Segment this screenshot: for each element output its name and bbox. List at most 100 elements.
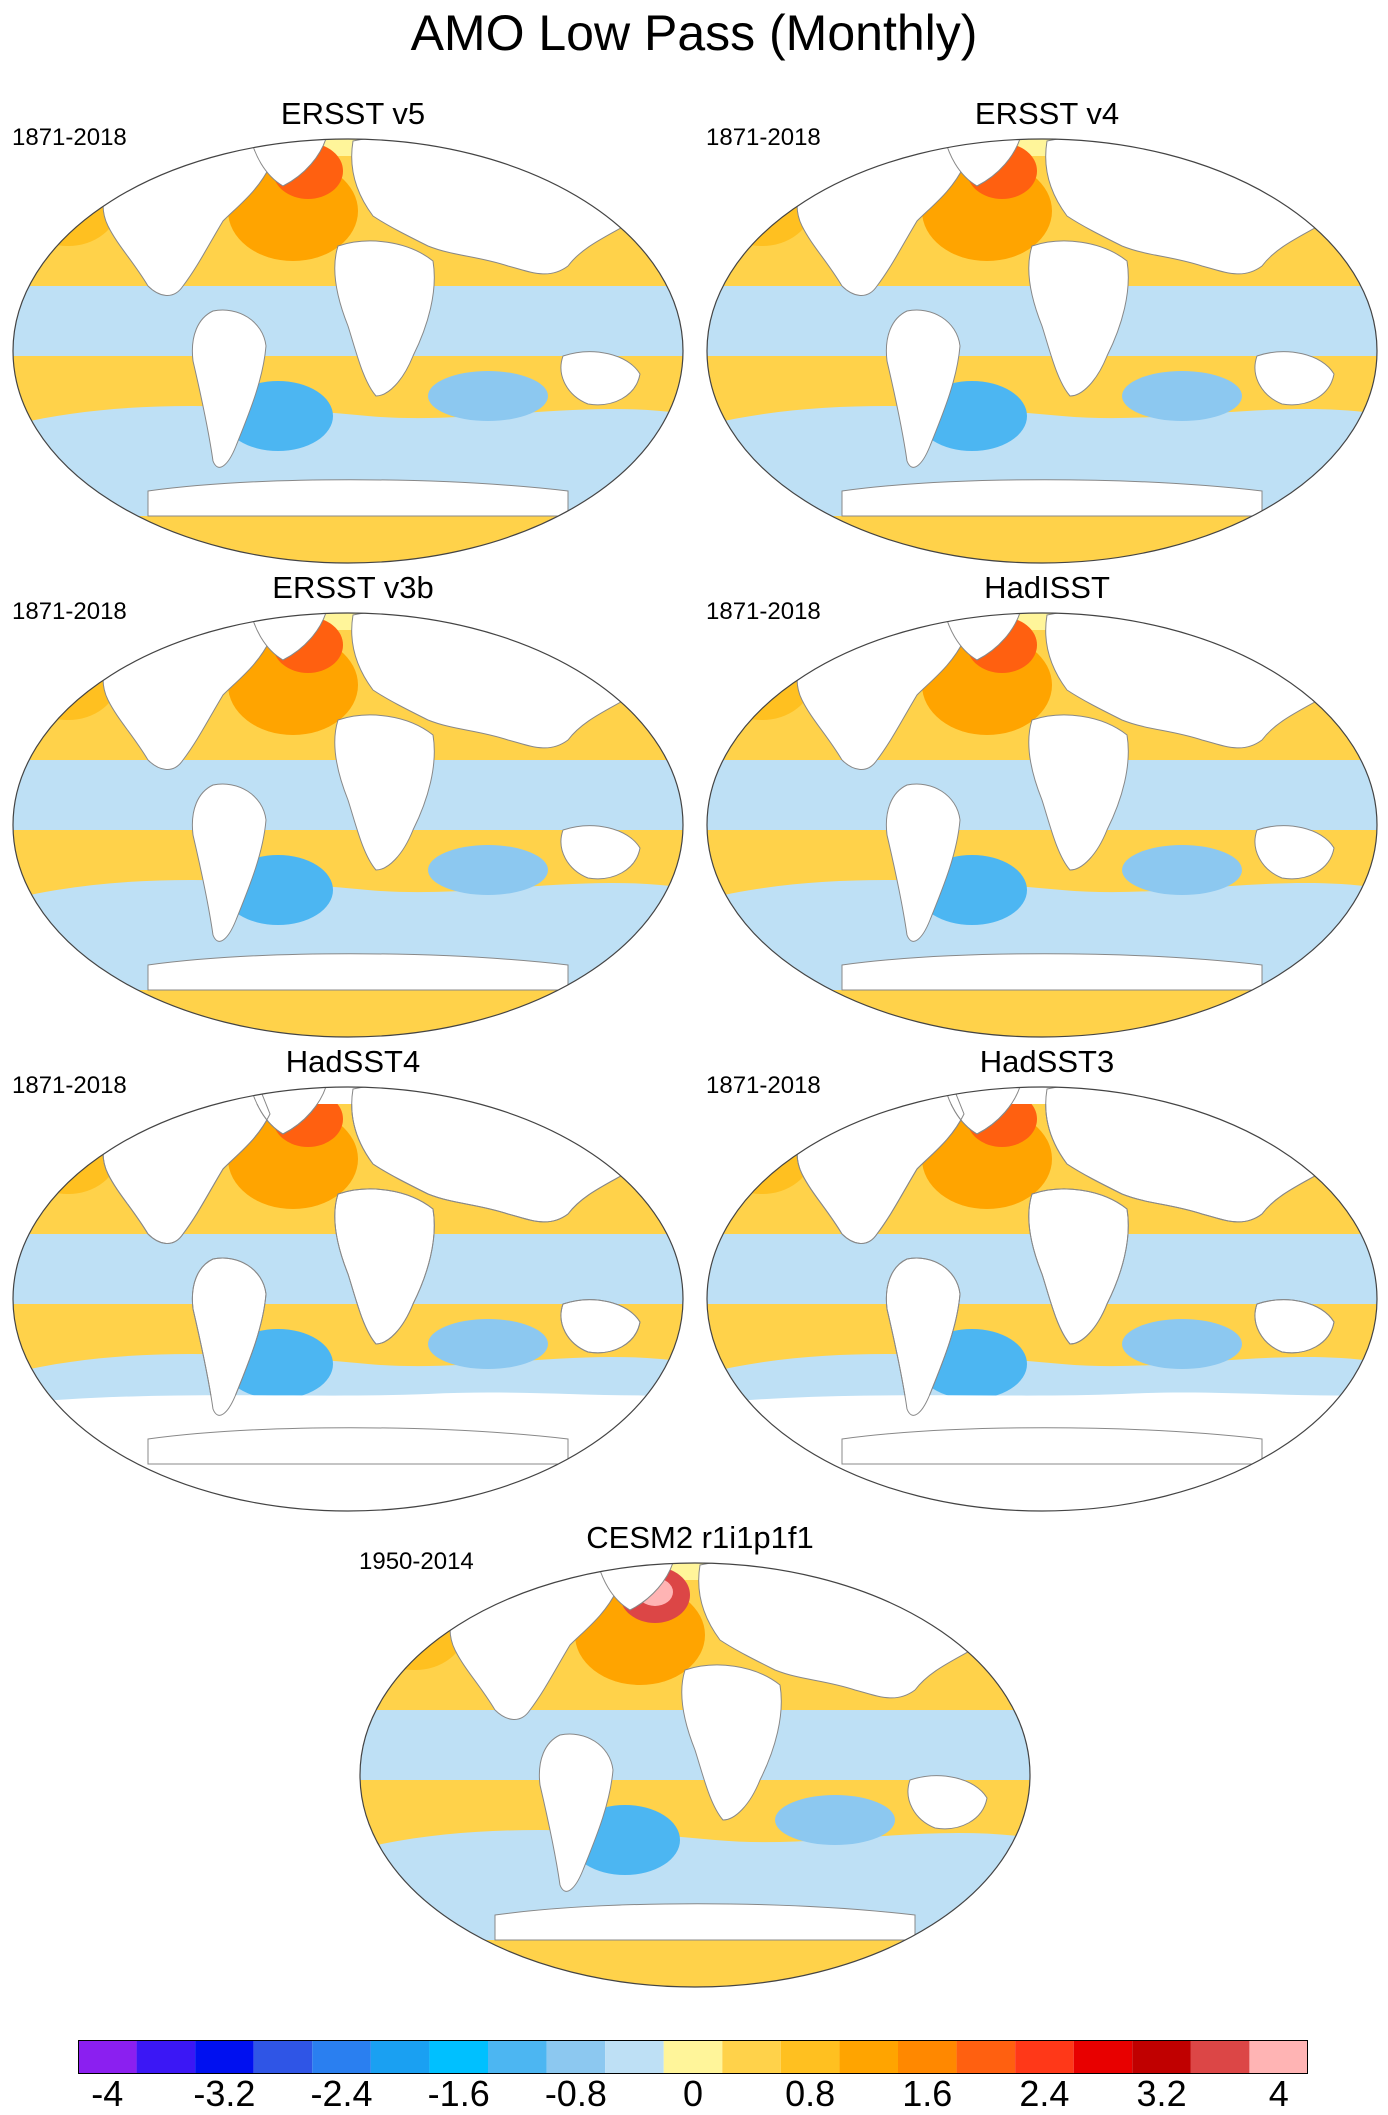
continent-2 bbox=[191, 309, 267, 468]
map-canvas bbox=[12, 612, 684, 1038]
panel-title: CESM2 r1i1p1f1 bbox=[586, 1520, 814, 1555]
continent-2 bbox=[885, 309, 961, 468]
continent-5 bbox=[560, 825, 641, 880]
map-canvas bbox=[359, 1562, 1031, 1988]
panel-period: 1871-2018 bbox=[12, 598, 127, 625]
coast-outline-5 bbox=[560, 1299, 641, 1354]
coast-outline-2 bbox=[885, 1257, 961, 1416]
colorbar-swatch bbox=[780, 2040, 840, 2074]
colorbar-label: 3.2 bbox=[1136, 2073, 1187, 2114]
globe-outline bbox=[706, 612, 1378, 1038]
missing-data-south bbox=[13, 1392, 683, 1511]
west-pacific-warm bbox=[945, 1610, 1030, 1710]
coast-outline-4 bbox=[334, 1188, 435, 1345]
globe-outline bbox=[12, 138, 684, 564]
colorbar-swatch bbox=[898, 2040, 957, 2074]
coast-outline-6 bbox=[841, 1427, 1263, 1465]
continent-6 bbox=[147, 953, 569, 991]
continent-4 bbox=[334, 240, 435, 397]
missing-data-south bbox=[707, 1392, 1377, 1511]
colorbar-label: 0 bbox=[682, 2073, 704, 2114]
colorbar-swatch bbox=[663, 2040, 723, 2074]
panel-title: HadSST3 bbox=[979, 1044, 1115, 1079]
coast-outline-0 bbox=[102, 1087, 271, 1244]
continent-4 bbox=[1028, 240, 1129, 397]
continent-1 bbox=[594, 1563, 676, 1611]
indian-ocean-blue bbox=[775, 1795, 895, 1845]
colorbar-label: -3.2 bbox=[193, 2073, 256, 2114]
panel-period: 1950-2014 bbox=[359, 1548, 474, 1575]
colorbar bbox=[78, 2040, 1308, 2074]
panel-period: 1871-2018 bbox=[706, 1072, 821, 1099]
colorbar-label: 4 bbox=[1268, 2073, 1289, 2114]
continent-6 bbox=[841, 953, 1263, 991]
map-panel-5: HadSST4 1871-2018 bbox=[8, 1044, 698, 1514]
colorbar-swatch bbox=[253, 2040, 313, 2074]
colorbar-frame bbox=[78, 2040, 1308, 2074]
continent-4 bbox=[1028, 714, 1129, 871]
west-pacific-warm bbox=[1292, 186, 1377, 286]
colorbar-swatch bbox=[429, 2040, 488, 2074]
colorbar-swatch bbox=[722, 2040, 781, 2074]
colorbar-swatch bbox=[136, 2040, 196, 2074]
colorbar-label: 1.6 bbox=[902, 2073, 953, 2114]
colorbar-swatch bbox=[312, 2040, 371, 2074]
indian-ocean-blue bbox=[1122, 845, 1242, 895]
indian-ocean-blue bbox=[1122, 1319, 1242, 1369]
west-pacific-warm bbox=[598, 186, 683, 286]
map-panel-4: HadISST 1871-2018 bbox=[702, 570, 1388, 1040]
continent-1 bbox=[941, 139, 1023, 187]
globe-outline bbox=[12, 612, 684, 1038]
map-canvas bbox=[706, 1086, 1378, 1512]
map-panel-2: ERSST v4 1871-2018 bbox=[702, 96, 1388, 566]
west-pacific-warm bbox=[598, 1134, 683, 1234]
map-canvas bbox=[12, 1086, 684, 1512]
coast-outline-5 bbox=[1254, 1299, 1335, 1354]
colorbar-swatch bbox=[1073, 2040, 1133, 2074]
continent-4 bbox=[681, 1664, 782, 1821]
colorbar-label: 2.4 bbox=[1019, 2073, 1070, 2114]
globe-outline bbox=[706, 138, 1378, 564]
colorbar-label: -1.6 bbox=[427, 2073, 490, 2114]
colorbar-swatch bbox=[956, 2040, 1016, 2074]
west-pacific-warm bbox=[1292, 1134, 1377, 1234]
map-panel-7: CESM2 r1i1p1f1 1950-2014 bbox=[355, 1520, 1045, 1990]
colorbar-swatch bbox=[370, 2040, 430, 2074]
panel-period: 1871-2018 bbox=[706, 598, 821, 625]
colorbar-swatch bbox=[605, 2040, 664, 2074]
colorbar-label: -0.8 bbox=[544, 2073, 607, 2114]
panel-period: 1871-2018 bbox=[12, 1072, 127, 1099]
indian-ocean-blue bbox=[1122, 371, 1242, 421]
map-canvas bbox=[706, 612, 1378, 1038]
coast-outline-1 bbox=[941, 1087, 1023, 1135]
colorbar-swatch bbox=[1249, 2040, 1308, 2074]
colorbar-swatch bbox=[1015, 2040, 1074, 2074]
continent-5 bbox=[560, 351, 641, 406]
continent-5 bbox=[1254, 825, 1335, 880]
continent-2 bbox=[191, 783, 267, 942]
map-panel-6: HadSST3 1871-2018 bbox=[702, 1044, 1388, 1514]
panel-title: ERSST v5 bbox=[280, 96, 426, 131]
continent-6 bbox=[494, 1903, 916, 1941]
continent-6 bbox=[147, 479, 569, 517]
continent-5 bbox=[907, 1775, 988, 1830]
colorbar-swatch bbox=[488, 2040, 547, 2074]
globe-outline bbox=[359, 1562, 1031, 1988]
colorbar-swatch bbox=[78, 2040, 137, 2074]
globe-outline bbox=[706, 1086, 1378, 1512]
panel-period: 1871-2018 bbox=[706, 124, 821, 151]
continent-4 bbox=[334, 714, 435, 871]
panel-title: HadISST bbox=[984, 570, 1110, 605]
map-panel-1: ERSST v5 1871-2018 bbox=[8, 96, 698, 566]
indian-ocean-blue bbox=[428, 845, 548, 895]
west-pacific-warm bbox=[1292, 660, 1377, 760]
map-canvas bbox=[12, 138, 684, 564]
continent-1 bbox=[941, 613, 1023, 661]
panel-title: ERSST v3b bbox=[272, 570, 434, 605]
continent-2 bbox=[885, 783, 961, 942]
coast-outline-2 bbox=[191, 1257, 267, 1416]
colorbar-swatch bbox=[546, 2040, 606, 2074]
panel-title: ERSST v4 bbox=[974, 96, 1120, 131]
colorbar-swatch bbox=[1132, 2040, 1191, 2074]
figure-title: AMO Low Pass (Monthly) bbox=[410, 5, 978, 61]
